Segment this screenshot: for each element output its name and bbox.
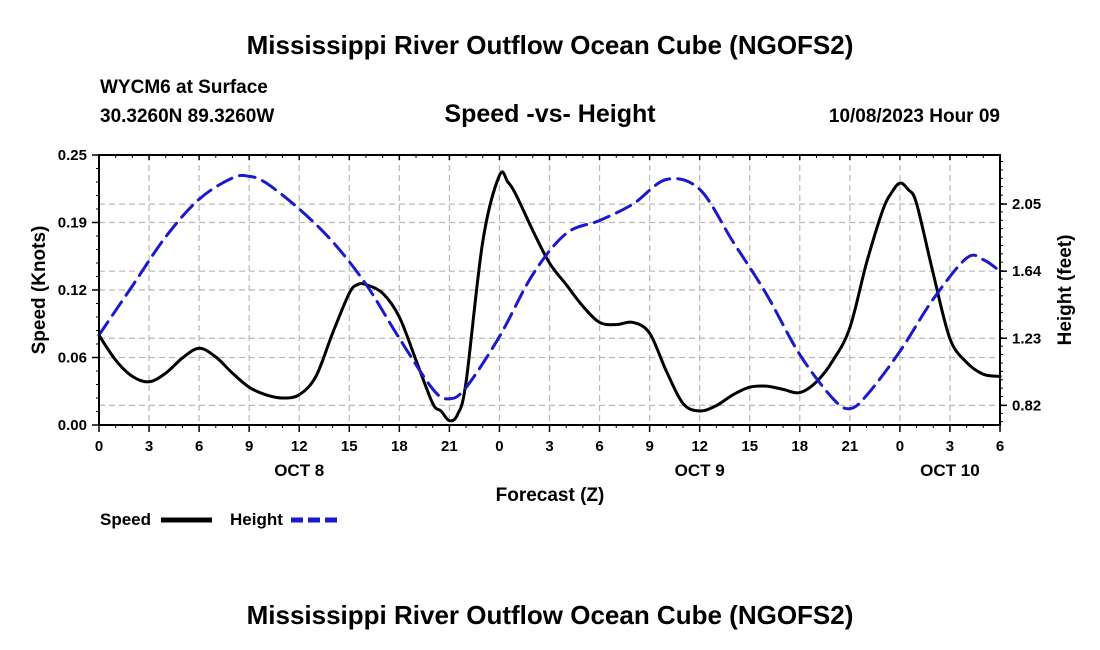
y2-axis-title: Height (feet)	[1055, 235, 1076, 346]
y-axis-title: Speed (Knots)	[29, 226, 50, 355]
y-tick-label: 0.06	[58, 350, 87, 367]
series-layer	[97, 170, 1002, 423]
legend-label-speed: Speed	[100, 510, 151, 529]
station-coordinates: 30.3260N 89.3260W	[100, 106, 275, 127]
x-tick-label: 21	[841, 438, 858, 455]
x-tick-label: 9	[245, 438, 253, 455]
x-tick-label: 6	[195, 438, 203, 455]
x-tick-label: 3	[946, 438, 954, 455]
chart-main-title: Mississippi River Outflow Ocean Cube (NG…	[246, 30, 854, 60]
x-tick-label: 12	[691, 438, 708, 455]
series-line-height	[97, 173, 1002, 411]
axes-layer: 0 3 6 9 12 15 18 21 0 3 6 9 12 15 18 21 0 3 6 0.00 0.06 0.12 0…	[58, 147, 1042, 480]
x-tick-label: 6	[595, 438, 603, 455]
x-tick-label: 18	[791, 438, 808, 455]
legend-label-height: Height	[230, 510, 283, 529]
x-tick-label: 15	[341, 438, 358, 455]
x-tick-label: 12	[291, 438, 308, 455]
x-tick-label: 21	[441, 438, 458, 455]
footer-title: Mississippi River Outflow Ocean Cube (NG…	[246, 600, 854, 630]
y2-tick-label: 2.05	[1012, 196, 1041, 213]
y-tick-label: 0.25	[58, 147, 87, 164]
x-tick-label: 18	[391, 438, 408, 455]
forecast-datetime: 10/08/2023 Hour 09	[828, 106, 1000, 127]
x-tick-label: 9	[645, 438, 653, 455]
y-tick-label: 0.12	[58, 282, 87, 299]
x-tick-label: 0	[95, 438, 103, 455]
y2-tick-label: 1.23	[1012, 330, 1041, 347]
x-tick-label: 6	[996, 438, 1004, 455]
y2-tick-label: 0.82	[1012, 397, 1041, 414]
series-line-speed	[97, 170, 1002, 423]
y-tick-label: 0.19	[58, 215, 87, 232]
x-tick-label: 15	[741, 438, 758, 455]
x-tick-label: 0	[896, 438, 904, 455]
station-label: WYCM6 at Surface	[100, 77, 268, 98]
y-tick-label: 0.00	[58, 417, 87, 434]
date-label: OCT 9	[675, 461, 725, 480]
chart-legend: Speed Height	[100, 510, 342, 529]
y2-tick-label: 1.64	[1012, 263, 1042, 280]
x-tick-label: 0	[495, 438, 503, 455]
date-label: OCT 10	[920, 461, 980, 480]
grid-layer	[99, 155, 1000, 425]
x-tick-label: 3	[545, 438, 553, 455]
x-tick-label: 3	[145, 438, 153, 455]
chart-subtitle: Speed -vs- Height	[444, 100, 656, 128]
date-label: OCT 8	[274, 461, 324, 480]
x-axis-title: Forecast (Z)	[496, 485, 605, 506]
